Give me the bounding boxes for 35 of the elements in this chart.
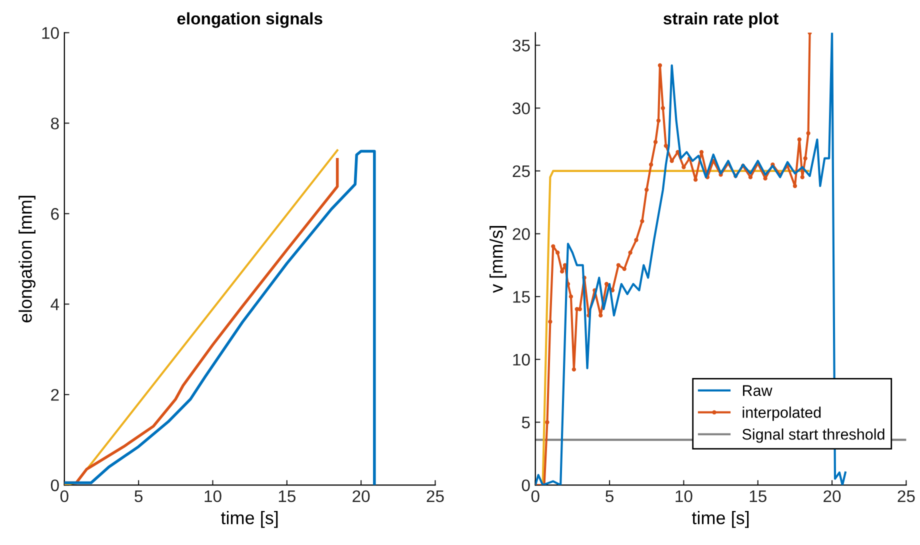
y-tick-label: 15 [513,291,530,303]
y-tick-label: 8 [50,118,59,130]
y-tick-label: 10 [513,354,530,366]
y-tick-label: 20 [512,228,530,240]
legend-label: interpolated [742,406,821,421]
x-axis-title: time [s] [692,511,749,528]
x-tick-label: 25 [426,490,444,502]
y-tick-label: 30 [512,102,530,114]
y-tick-label: 35 [512,40,530,52]
x-tick-label: 0 [531,490,540,502]
x-tick-label: 10 [204,490,222,502]
x-tick-label: 0 [60,490,68,502]
chart-title: strain rate plot [663,12,778,28]
x-tick-label: 15 [278,490,296,502]
y-tick-label: 6 [51,208,59,220]
y-axis-title: elongation [mm] [18,196,36,322]
y-tick-label: 10 [42,27,59,39]
y-axis-title: v [mm/s] [490,226,506,293]
x-tick-label: 5 [134,490,143,502]
x-tick-label: 5 [606,490,614,502]
y-tick-label: 2 [51,388,59,401]
x-tick-label: 15 [750,490,766,502]
y-tick-label: 25 [512,165,530,178]
ref-line-label: Signal start threshold [742,428,884,443]
x-tick-label: 20 [352,490,370,502]
x-axis-title: time [s] [221,511,278,528]
x-tick-label: 25 [898,490,915,502]
legend-label: Raw [743,385,772,396]
x-tick-label: 20 [824,490,841,502]
x-tick-label: 10 [676,490,692,502]
y-tick-label: 0 [50,479,59,492]
chart-title: elongation signals [177,12,322,28]
y-tick-label: 4 [50,298,60,310]
y-tick-label: 0 [522,479,530,492]
y-tick-label: 5 [522,416,530,428]
